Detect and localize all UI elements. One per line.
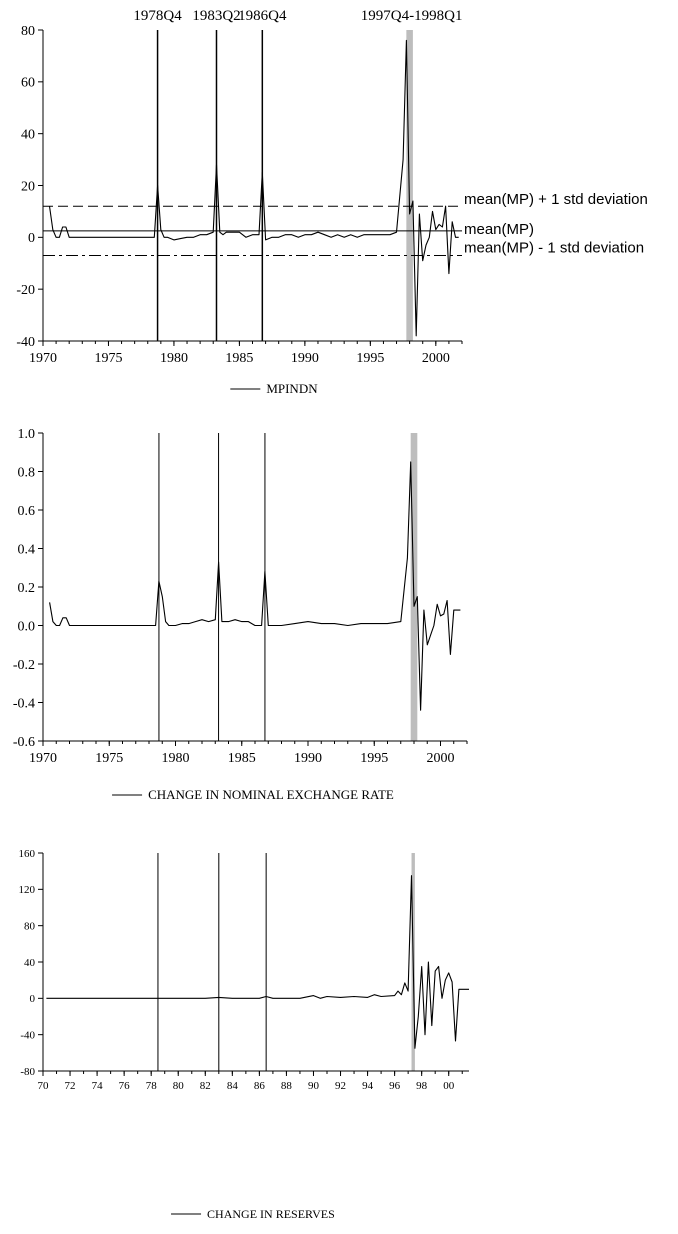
crisis-date-label: 1978Q4 xyxy=(133,8,182,24)
crisis-band-label: 1997Q4-1998Q1 xyxy=(361,8,463,24)
x-tick-label: 1970 xyxy=(29,751,57,766)
x-tick-label: 1985 xyxy=(225,351,253,366)
x-tick-label: 78 xyxy=(146,1080,158,1092)
x-tick-label: 88 xyxy=(281,1080,293,1092)
y-tick-label: -40 xyxy=(20,1030,35,1042)
x-tick-label: 00 xyxy=(443,1080,455,1092)
reference-line-label: mean(MP) - 1 std deviation xyxy=(464,239,644,256)
x-tick-label: 2000 xyxy=(422,351,450,366)
y-tick-label: 60 xyxy=(21,76,35,91)
x-tick-label: 94 xyxy=(362,1080,374,1092)
legend-label: MPINDN xyxy=(266,381,318,396)
y-tick-label: -80 xyxy=(20,1066,35,1078)
x-tick-label: 86 xyxy=(254,1080,266,1092)
y-tick-label: -40 xyxy=(16,335,35,350)
y-tick-label: -0.4 xyxy=(13,696,35,711)
x-tick-label: 1975 xyxy=(95,751,123,766)
x-tick-label: 84 xyxy=(227,1080,239,1092)
y-tick-label: 1.0 xyxy=(18,427,36,442)
legend-label: CHANGE IN NOMINAL EXCHANGE RATE xyxy=(148,787,394,802)
series-line xyxy=(48,39,459,337)
reference-line-label: mean(MP) xyxy=(464,221,534,238)
x-tick-label: 1995 xyxy=(360,751,388,766)
x-tick-label: 98 xyxy=(416,1080,428,1092)
x-tick-label: 1970 xyxy=(29,351,57,366)
legend-label: CHANGE IN RESERVES xyxy=(207,1207,335,1221)
series-line xyxy=(46,875,469,1049)
y-tick-label: 40 xyxy=(21,128,35,143)
x-tick-label: 82 xyxy=(200,1080,211,1092)
y-tick-label: -0.6 xyxy=(13,735,35,750)
x-tick-label: 1995 xyxy=(356,351,384,366)
x-tick-label: 76 xyxy=(119,1080,131,1092)
y-tick-label: -20 xyxy=(16,283,35,298)
x-tick-label: 1985 xyxy=(228,751,256,766)
y-tick-label: 0.4 xyxy=(18,542,36,557)
y-tick-label: 0 xyxy=(28,231,35,246)
crisis-band xyxy=(406,30,413,341)
y-tick-label: 0.2 xyxy=(18,581,36,596)
x-tick-label: 1980 xyxy=(162,751,190,766)
y-tick-label: 80 xyxy=(24,921,36,933)
y-tick-label: 160 xyxy=(19,848,36,860)
x-tick-label: 1980 xyxy=(160,351,188,366)
crisis-date-label: 1986Q4 xyxy=(238,8,287,24)
y-tick-label: -0.2 xyxy=(13,658,35,673)
y-tick-label: 40 xyxy=(24,957,36,969)
y-tick-label: 0 xyxy=(30,993,36,1005)
x-tick-label: 90 xyxy=(308,1080,320,1092)
y-tick-label: 0.6 xyxy=(18,504,36,519)
x-tick-label: 70 xyxy=(38,1080,50,1092)
x-tick-label: 92 xyxy=(335,1080,346,1092)
y-tick-label: 0.0 xyxy=(18,619,36,634)
x-tick-label: 74 xyxy=(92,1080,104,1092)
x-tick-label: 72 xyxy=(65,1080,76,1092)
x-tick-label: 1975 xyxy=(94,351,122,366)
series-line xyxy=(49,461,461,711)
y-tick-label: 80 xyxy=(21,24,35,39)
x-tick-label: 1990 xyxy=(294,751,322,766)
crisis-date-label: 1983Q2 xyxy=(192,8,240,24)
x-tick-label: 2000 xyxy=(427,751,455,766)
y-tick-label: 0.8 xyxy=(18,465,36,480)
reference-line-label: mean(MP) + 1 std deviation xyxy=(464,191,648,208)
x-tick-label: 80 xyxy=(173,1080,185,1092)
x-tick-label: 96 xyxy=(389,1080,401,1092)
x-tick-label: 1990 xyxy=(291,351,319,366)
y-tick-label: 20 xyxy=(21,179,35,194)
y-tick-label: 120 xyxy=(19,884,36,896)
